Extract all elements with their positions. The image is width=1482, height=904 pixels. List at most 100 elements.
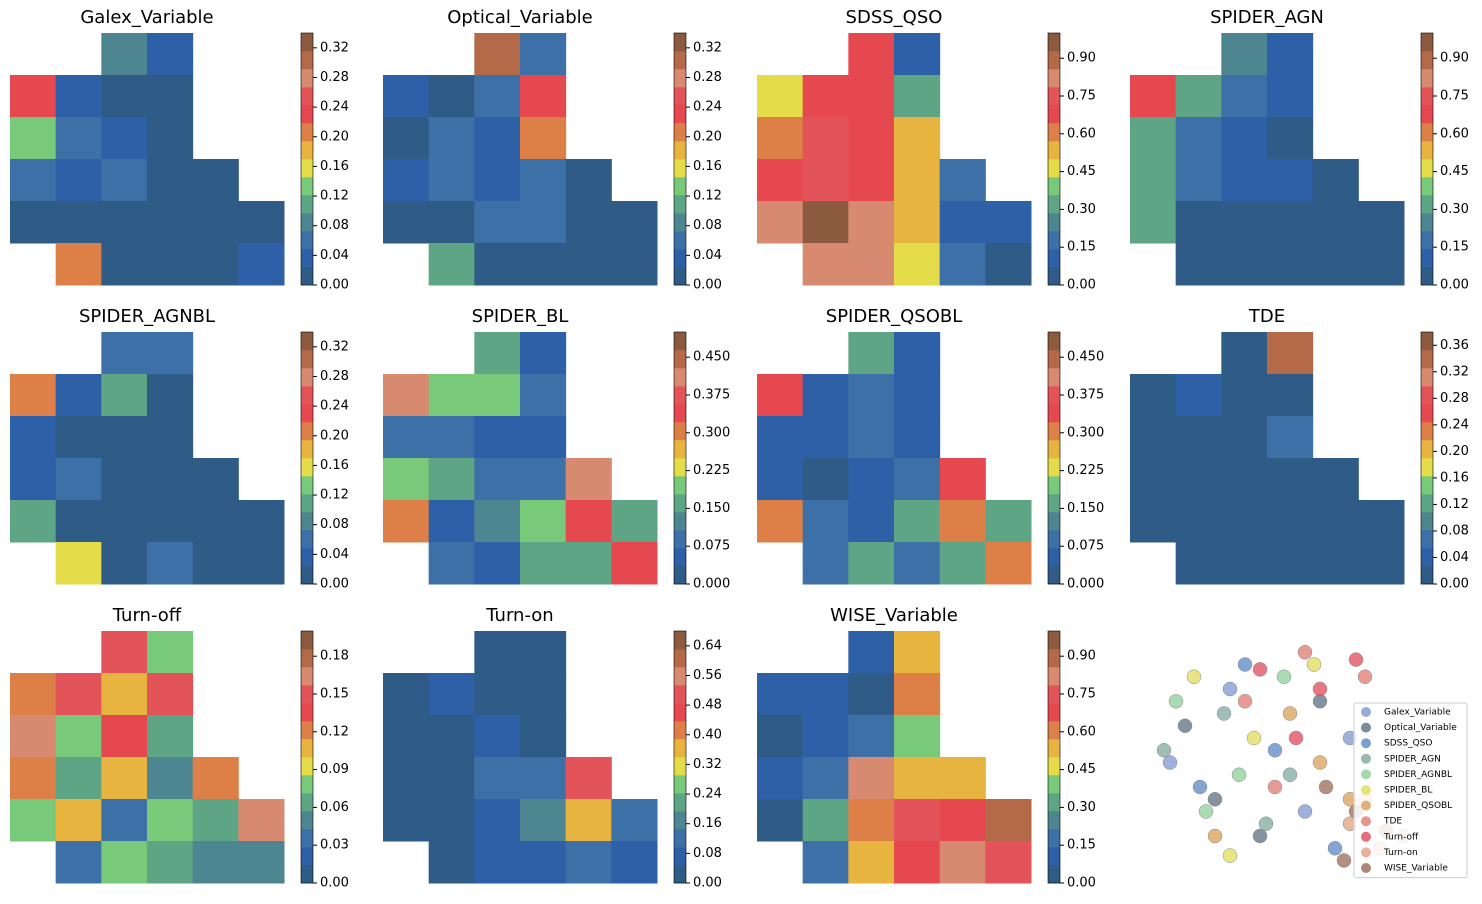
contour-cell [611,841,658,884]
colorbar-band [301,775,313,794]
contour-cell [894,757,941,800]
contour-cell [10,500,57,543]
contour-cell [192,201,239,244]
colorbar-band [674,775,686,794]
scatter-point [1222,848,1238,863]
contour-cell [848,799,895,842]
colorbar-band [1421,267,1433,286]
colorbar-band [1421,69,1433,88]
contour-cell [101,799,148,842]
contour-cell [565,201,612,244]
colorbar-band [301,141,313,160]
colorbar-band [674,231,686,250]
contour-cell [802,715,849,758]
contour-cell [383,458,430,501]
colorbar-band [301,105,313,124]
colorbar-band [301,69,313,88]
colorbar-tick-label: 0.75 [1440,89,1469,104]
contour-cell [802,374,849,417]
contour-cell [1312,500,1359,543]
colorbar-tick-label: 0.00 [320,278,349,293]
panel-title: SPIDER_AGNBL [79,306,215,327]
contour-cell [101,33,148,76]
scatter-point [1168,694,1184,709]
contour-cell [101,75,148,118]
contour-cell [611,542,658,585]
scatter-point [1348,652,1364,667]
colorbar-tick-label: 0.20 [320,428,349,443]
contour-cell [1312,458,1359,501]
colorbar-band [1048,721,1060,740]
colorbar-band [674,865,686,884]
colorbar-tick-label: 0.12 [320,724,349,739]
contour-cell [474,201,521,244]
contour-cell [985,799,1032,842]
contour-cell [1312,243,1359,286]
colorbar-band [1048,667,1060,686]
contour-cell [1221,159,1268,202]
contour-cell [894,542,941,585]
colorbar-band [301,757,313,776]
colorbar-band [674,87,686,106]
contour-cell [939,542,986,585]
colorbar-tick-label: 0.24 [320,100,349,115]
contour-cell [10,458,57,501]
contour-cell [101,673,148,716]
contour-cell [1175,500,1222,543]
colorbar-tick-label: 0.28 [320,70,349,85]
colorbar-band [1048,440,1060,459]
contour-cell [474,332,521,375]
legend-marker [1361,722,1371,733]
contour-cell [1221,201,1268,244]
colorbar-band [301,368,313,387]
colorbar-tick-label: 0.56 [693,668,722,683]
colorbar-band [674,548,686,567]
colorbar-band [674,649,686,668]
colorbar-band [301,494,313,513]
colorbar-tick-label: 0.08 [320,517,349,532]
contour-cell [802,159,849,202]
colorbar-tick-label: 0.00 [1440,278,1469,293]
scatter-point [1297,804,1313,819]
contour-cell [428,159,475,202]
colorbar-tick-label: 0.45 [1067,164,1096,179]
colorbar-tick-label: 0.75 [1067,89,1096,104]
contour-cell [848,631,895,674]
contour-cell [238,500,285,543]
contour-cell [147,799,194,842]
colorbar-band [301,703,313,722]
contour-cell [428,243,475,286]
colorbar-band [674,494,686,513]
colorbar-band [301,721,313,740]
contour-cell [757,715,804,758]
contour-cell [147,542,194,585]
scatter-point [1258,816,1274,831]
legend-label: TDE [1383,817,1402,827]
colorbar-frame [673,630,687,884]
colorbar-band [674,159,686,178]
contour-cell [147,75,194,118]
colorbar-band [301,440,313,459]
colorbar-tick-label: 0.32 [693,40,722,55]
contour-cell [147,117,194,160]
contour-cell [147,374,194,417]
contour-cell [192,500,239,543]
colorbar-band [674,69,686,88]
contour-cell [520,757,567,800]
contour-cell [10,715,57,758]
colorbar-band [301,123,313,142]
contour-cell [1175,117,1222,160]
panel-title: WISE_Variable [830,605,958,626]
colorbar-tick-label: 0.09 [320,762,349,777]
colorbar-band [301,51,313,70]
colorbar-band [674,105,686,124]
contour-cell [1221,374,1268,417]
colorbar-tick-label: 0.32 [320,40,349,55]
contour-cell [1175,542,1222,585]
panel-title: Turn-off [112,605,182,626]
contour-cell [101,201,148,244]
colorbar-band [674,476,686,495]
contour-cell [802,416,849,459]
legend-marker [1361,800,1371,811]
colorbar-band [1421,440,1433,459]
